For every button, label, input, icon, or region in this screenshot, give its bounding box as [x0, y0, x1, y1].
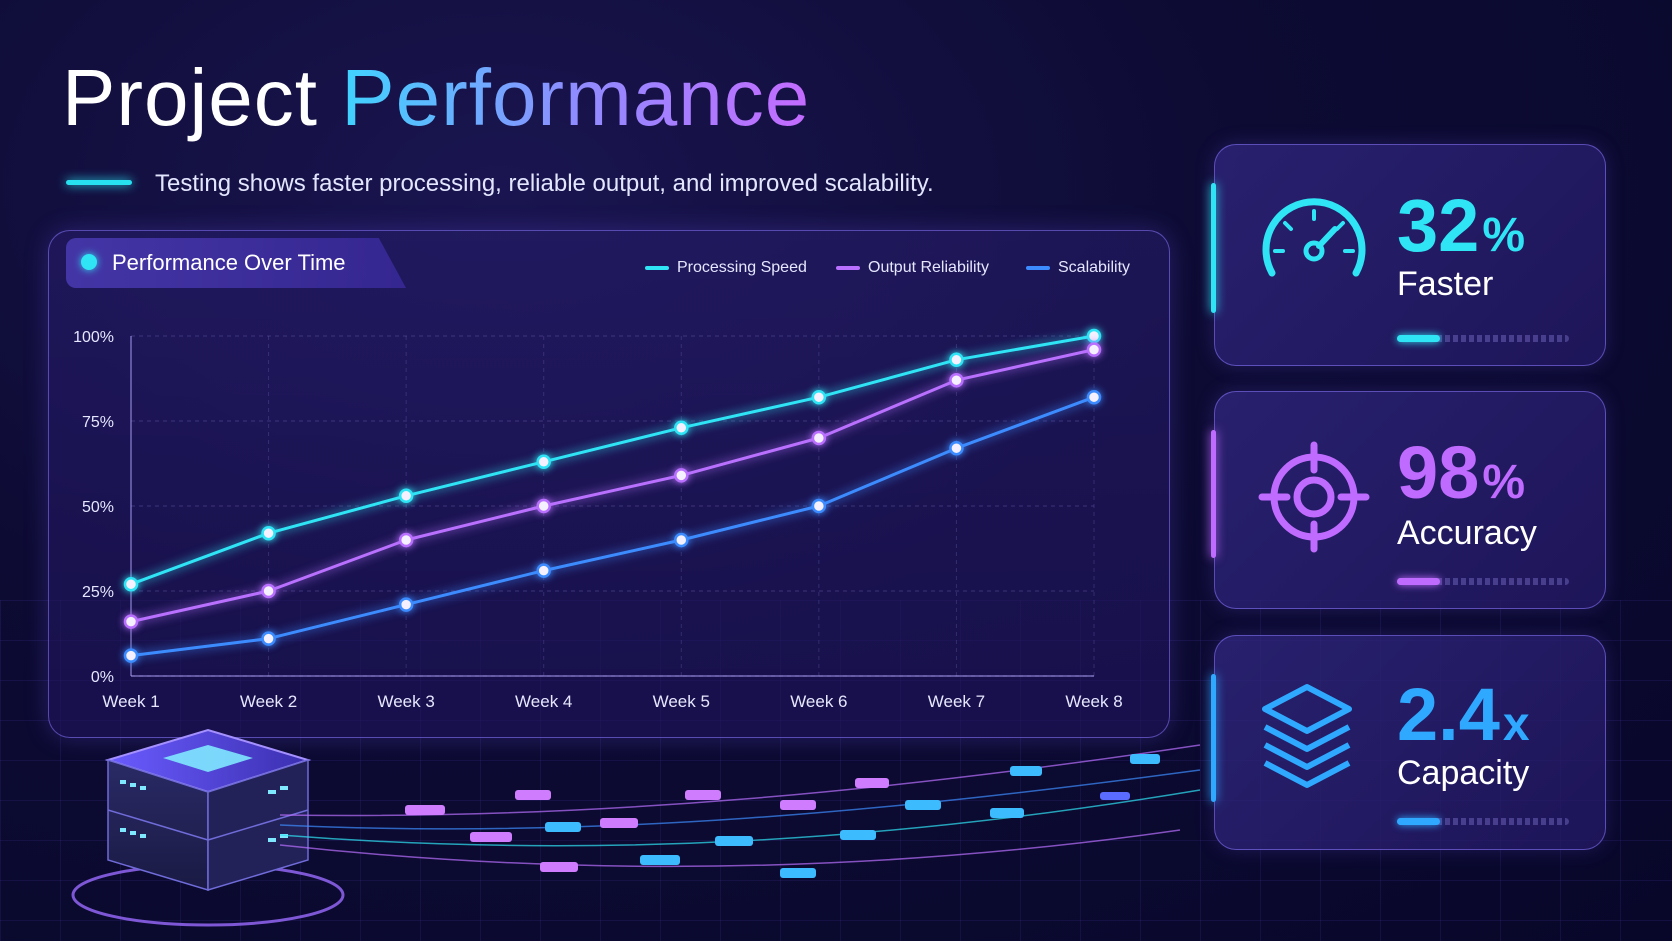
- y-tick-label: 25%: [82, 584, 114, 601]
- x-tick-label: Week 4: [515, 692, 572, 711]
- data-point-processing-speed: [261, 525, 276, 541]
- metric-card-faster: 32% Faster: [1211, 144, 1606, 366]
- data-point-output-reliability: [811, 430, 827, 446]
- layers-icon: [1262, 684, 1352, 788]
- metric-progress-fill: [1397, 335, 1440, 342]
- data-point-output-reliability: [398, 532, 414, 548]
- legend-label-processing-speed: Processing Speed: [677, 259, 807, 276]
- x-tick-label: Week 6: [790, 692, 847, 711]
- metric-label: Accuracy: [1397, 514, 1537, 552]
- data-point-processing-speed: [536, 454, 551, 470]
- legend-label-scalability: Scalability: [1058, 259, 1131, 276]
- metric-progress-fill: [1397, 578, 1440, 585]
- legend-item-output-reliability: Output Reliability: [836, 258, 989, 278]
- series-line-scalability: [130, 395, 1095, 658]
- metric-progress-bar: [1397, 818, 1569, 825]
- chart-title-dot: [81, 254, 97, 270]
- card-accent-edge: [1211, 430, 1216, 558]
- data-point-output-reliability: [261, 583, 276, 599]
- data-point-processing-speed: [811, 389, 827, 405]
- data-point-scalability: [949, 440, 964, 456]
- y-tick-label: 75%: [82, 414, 114, 431]
- x-tick-label: Week 3: [377, 692, 434, 711]
- x-tick-label: Week 5: [653, 692, 710, 711]
- chart-title-tab: [66, 238, 406, 288]
- x-tick-label: Week 2: [240, 692, 297, 711]
- metric-progress-bar: [1397, 335, 1569, 342]
- legend-item-scalability: Scalability: [1026, 258, 1130, 278]
- metric-unit: %: [1482, 209, 1525, 262]
- data-point-processing-speed: [674, 420, 689, 436]
- legend-label-output-reliability: Output Reliability: [868, 259, 989, 276]
- title-word-performance: Performance: [341, 53, 811, 142]
- data-point-output-reliability: [536, 498, 551, 514]
- metric-value: 98%: [1397, 436, 1525, 510]
- data-point-scalability: [261, 631, 276, 646]
- y-tick-label: 50%: [82, 499, 114, 516]
- metric-label: Faster: [1397, 265, 1494, 303]
- data-point-scalability: [1086, 389, 1102, 405]
- metric-number: 32: [1397, 184, 1480, 267]
- data-point-processing-speed: [1086, 328, 1102, 344]
- title-word-project: Project: [62, 53, 318, 142]
- data-point-scalability: [398, 597, 414, 612]
- metric-value: 32%: [1397, 189, 1525, 263]
- card-accent-edge: [1211, 674, 1216, 802]
- series-line-processing-speed: [130, 334, 1095, 586]
- card-accent-edge: [1211, 183, 1216, 313]
- data-point-output-reliability: [674, 468, 689, 483]
- data-point-processing-speed: [123, 576, 139, 592]
- data-point-processing-speed: [398, 488, 414, 504]
- metric-progress-bar: [1397, 578, 1569, 585]
- metric-number: 98: [1397, 431, 1480, 514]
- legend-item-processing-speed: Processing Speed: [645, 258, 807, 278]
- y-tick-label: 100%: [73, 329, 114, 346]
- data-point-scalability: [811, 498, 827, 514]
- legend-swatch-processing-speed: [645, 266, 669, 270]
- metric-card-capacity: 2.4x Capacity: [1211, 635, 1606, 850]
- page-subtitle: Testing shows faster processing, reliabl…: [155, 170, 934, 197]
- metric-progress-fill: [1397, 818, 1440, 825]
- legend-swatch-output-reliability: [836, 266, 860, 270]
- data-point-scalability: [536, 563, 551, 578]
- x-tick-label: Week 1: [102, 692, 159, 711]
- metric-card-accuracy: 98% Accuracy: [1211, 391, 1606, 609]
- speedometer-icon: [1262, 198, 1366, 277]
- accent-line: [66, 180, 132, 185]
- metric-unit: x: [1502, 698, 1530, 751]
- legend-swatch-scalability: [1026, 266, 1050, 270]
- series-line-output-reliability: [130, 348, 1095, 624]
- y-tick-label: 0%: [91, 669, 114, 686]
- data-point-scalability: [674, 532, 689, 548]
- data-point-scalability: [123, 648, 139, 663]
- server-illustration: [71, 728, 345, 927]
- target-icon: [1258, 441, 1370, 553]
- page-title: Project Performance: [62, 52, 810, 144]
- chart-title: Performance Over Time: [112, 250, 346, 275]
- data-point-output-reliability: [1086, 342, 1102, 357]
- metric-label: Capacity: [1397, 754, 1530, 792]
- data-point-output-reliability: [949, 372, 964, 388]
- x-tick-label: Week 7: [928, 692, 985, 711]
- x-tick-label: Week 8: [1065, 692, 1122, 711]
- metric-number: 2.4: [1397, 673, 1500, 756]
- data-point-output-reliability: [123, 614, 139, 629]
- metric-unit: %: [1482, 456, 1525, 509]
- chart-panel: [48, 230, 1170, 738]
- data-point-processing-speed: [949, 352, 964, 368]
- metric-value: 2.4x: [1397, 678, 1530, 752]
